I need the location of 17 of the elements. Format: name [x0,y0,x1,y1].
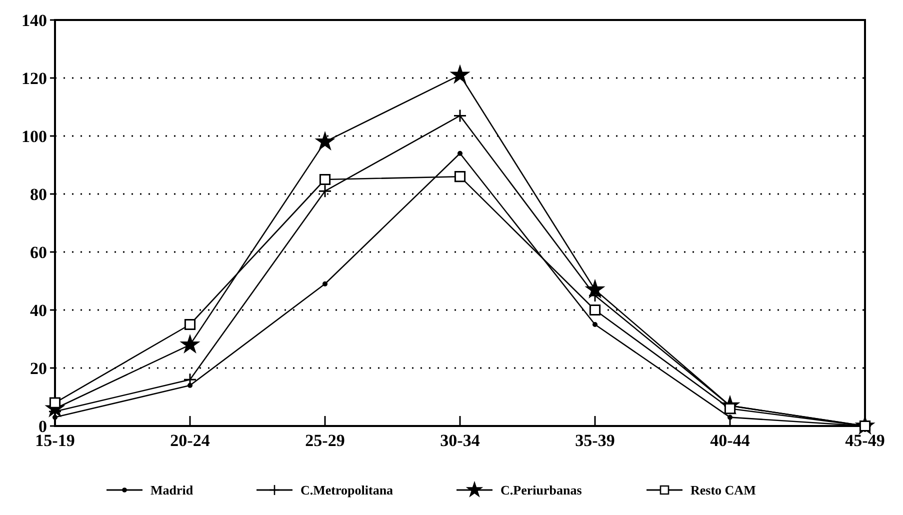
legend-label: C.Metropolitana [300,482,394,498]
legend-label: C.Periurbanas [500,482,582,498]
legend-label: Madrid [150,482,194,498]
y-tick-label: 120 [22,68,47,88]
x-tick-label: 45-49 [845,431,885,450]
x-tick-label: 35-39 [575,431,615,450]
x-tick-label: 20-24 [170,431,210,450]
y-tick-label: 20 [30,358,47,378]
y-tick-label: 140 [22,10,47,30]
x-tick-label: 25-29 [305,431,345,450]
y-tick-label: 60 [30,242,47,262]
legend-label: Resto CAM [690,482,756,498]
y-tick-label: 80 [30,184,47,204]
x-tick-label: 30-34 [440,431,480,450]
x-tick-label: 40-44 [710,431,750,450]
y-tick-label: 100 [22,126,47,146]
y-tick-label: 40 [30,300,47,320]
